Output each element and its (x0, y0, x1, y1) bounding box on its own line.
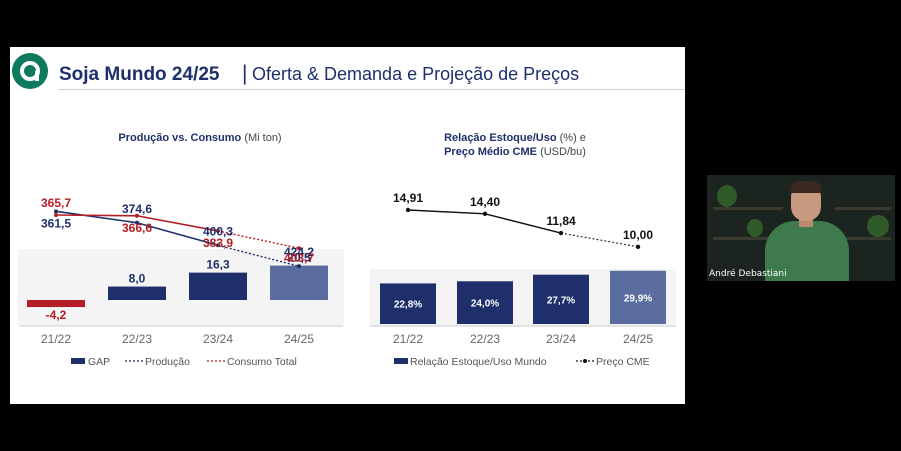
chart2-estoque-label: 29,9% (624, 293, 652, 304)
chart2-preco-point (558, 230, 564, 236)
chart1-producao-point (297, 264, 301, 269)
chart2-category-label: 21/22 (393, 332, 423, 346)
chart2-estoque-label: 22,8% (394, 300, 422, 311)
chart1-title: Produção vs. Consumo (Mi ton) (118, 132, 282, 144)
chart1-category-label: 21/22 (41, 332, 71, 346)
logo-icon (12, 53, 48, 89)
chart2-legend-estoque-label: Relação Estoque/Uso Mundo (410, 356, 547, 368)
participant-video (765, 221, 849, 281)
participant-name: André Debastiani (709, 269, 787, 279)
chart2-title-line1: Relação Estoque/Uso (%) e (444, 132, 586, 144)
chart2-legend-estoque-swatch (394, 358, 408, 364)
chart1-consumo-point (135, 213, 139, 218)
chart2-title: Relação Estoque/Uso (%) e Preço Médio CM… (380, 131, 650, 159)
chart1-gap-label: -4,2 (46, 308, 67, 322)
chart1-gap-bar (27, 300, 85, 308)
chart2-legend-preco-label: Preço CME (596, 356, 650, 368)
chart1-consumo-point (297, 246, 301, 251)
title-separator: | (242, 62, 248, 85)
chart1-category-label: 22/23 (122, 332, 152, 346)
charts-canvas: -4,2 8,0 16,3 20,5 361,5 374,6 400,3 424,2 365,7… (18, 191, 676, 368)
chart2-preco-label: 11,84 (546, 214, 576, 228)
chart1-consumo-point (54, 212, 58, 217)
chart2-category-label: 24/25 (623, 332, 653, 346)
chart1-producao-label: 374,6 (122, 202, 152, 216)
chart2-estoque-bar (533, 274, 589, 324)
chart1-gap-label: 8,0 (129, 272, 146, 286)
chart1-gap-bar (108, 286, 166, 300)
chart1-gap-bar (270, 265, 328, 300)
chart1-legend-gap-swatch (71, 358, 85, 364)
chart2-preco-point (405, 207, 411, 213)
chart2-estoque-bar (457, 281, 513, 324)
chart1-producao-point (135, 220, 139, 225)
chart2-preco-label: 14,91 (393, 191, 423, 205)
chart2-estoque-label: 27,7% (547, 295, 575, 306)
chart2-estoque-bar (380, 283, 436, 324)
chart1-legend-consumo-label: Consumo Total (227, 356, 297, 368)
slide-title: Soja Mundo 24/25 (59, 64, 220, 85)
slide-subtitle: Oferta & Demanda e Projeção de Preços (252, 64, 580, 84)
chart2-preco-label: 10,00 (623, 228, 653, 242)
chart1-consumo-label: 365,7 (41, 196, 71, 210)
chart1-consumo-label: 383,9 (203, 236, 233, 250)
webcam-tile[interactable]: André Debastiani (707, 175, 895, 281)
chart1-consumo-projection-line (217, 230, 300, 249)
chart1-consumo-label: 403,7 (284, 251, 314, 265)
chart2-preco-projection-line (560, 232, 639, 248)
chart1-producao-label: 361,5 (41, 216, 71, 230)
chart2-category-label: 22/23 (470, 332, 500, 346)
chart1-gap-bar (189, 272, 247, 300)
chart2-legend-preco-marker (583, 359, 587, 363)
chart2-estoque-label: 24,0% (471, 299, 499, 310)
chart1-category-label: 24/25 (284, 332, 314, 346)
chart1-legend-producao-label: Produção (145, 356, 190, 368)
chart1-producao-label: 400,3 (203, 224, 233, 238)
chart1-producao-projection-line (217, 244, 300, 267)
chart2-estoque-bar (610, 270, 666, 324)
chart1-producao-label: 424,2 (284, 245, 314, 259)
chart2-title-line2: Preço Médio CME (USD/bu) (444, 146, 586, 158)
chart1-producao-point (54, 209, 58, 214)
chart1-gap-label: 20,5 (287, 251, 311, 265)
chart2-preco-label: 14,40 (470, 195, 500, 209)
chart2-preco-point (635, 244, 641, 250)
chart1-consumo-label: 366,6 (122, 221, 152, 235)
chart1-producao-point (216, 243, 220, 248)
chart1-category-label: 23/24 (203, 332, 233, 346)
chart1-consumo-point (216, 228, 220, 233)
presentation-slide: Soja Mundo 24/25 | Oferta & Demanda e Pr… (10, 47, 685, 404)
chart2-category-label: 23/24 (546, 332, 576, 346)
title-divider (58, 89, 685, 90)
chart1-gap-label: 16,3 (206, 258, 230, 272)
chart1-legend-gap-label: GAP (88, 356, 110, 368)
chart2-preco-point (482, 211, 488, 217)
